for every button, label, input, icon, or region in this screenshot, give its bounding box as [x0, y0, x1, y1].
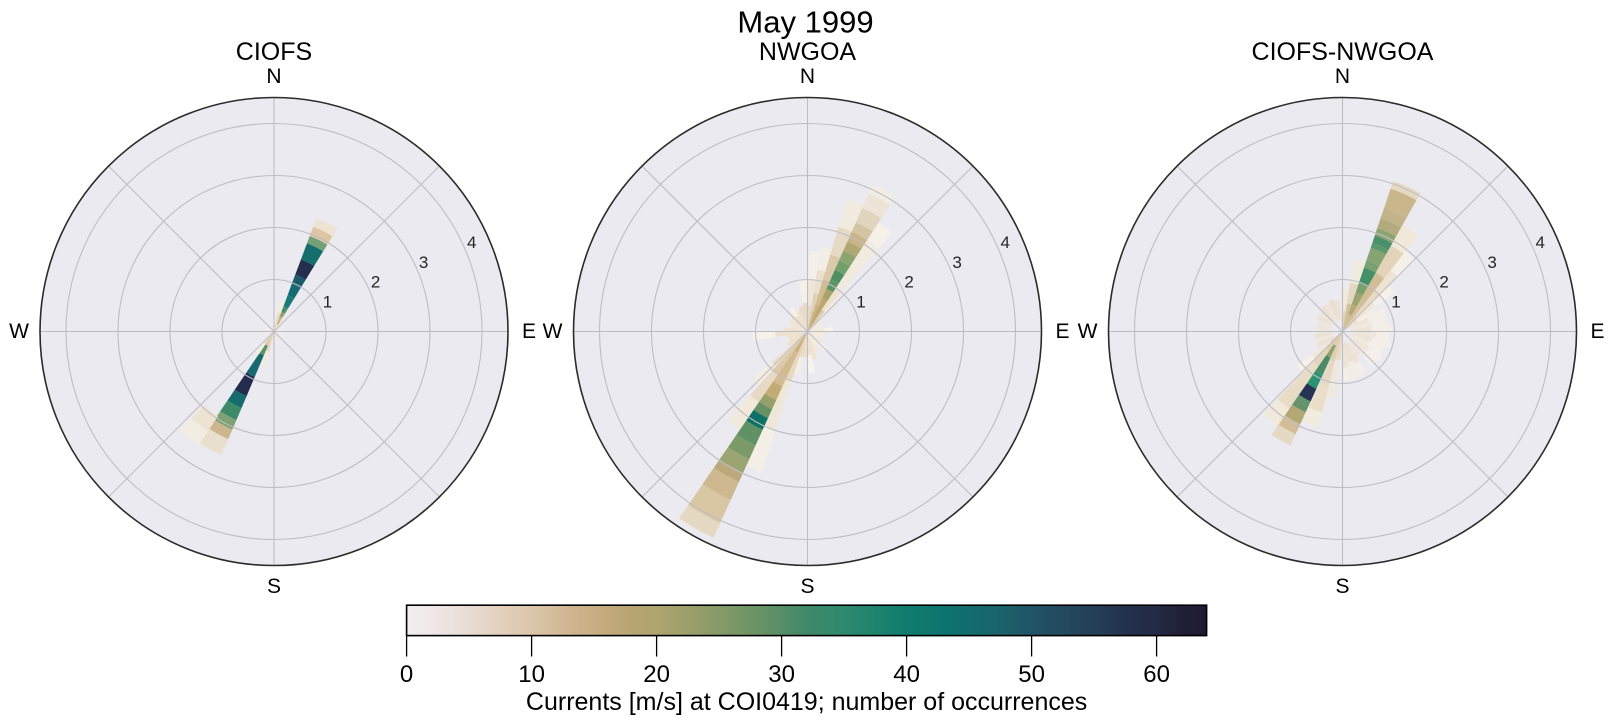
svg-text:3: 3 [1487, 253, 1496, 272]
svg-text:W: W [9, 320, 29, 343]
svg-text:40: 40 [893, 661, 920, 688]
svg-text:20: 20 [643, 661, 670, 688]
svg-text:2: 2 [904, 273, 913, 292]
svg-text:2: 2 [371, 273, 380, 292]
svg-text:W: W [1078, 320, 1098, 343]
svg-text:N: N [800, 65, 815, 88]
svg-text:10: 10 [518, 661, 545, 688]
svg-text:S: S [1335, 575, 1349, 598]
svg-text:CIOFS-NWGOA: CIOFS-NWGOA [1252, 38, 1434, 66]
svg-text:30: 30 [768, 661, 795, 688]
svg-text:N: N [1335, 65, 1350, 88]
svg-text:4: 4 [1000, 233, 1009, 252]
svg-text:E: E [1590, 320, 1604, 343]
svg-text:S: S [800, 575, 814, 598]
svg-text:E: E [1055, 320, 1069, 343]
svg-text:50: 50 [1018, 661, 1045, 688]
svg-text:2: 2 [1439, 273, 1448, 292]
svg-text:NWGOA: NWGOA [759, 38, 857, 66]
svg-text:4: 4 [467, 233, 476, 252]
svg-text:Currents [m/s] at COI0419; num: Currents [m/s] at COI0419; number of occ… [526, 688, 1087, 716]
svg-text:0: 0 [400, 661, 413, 688]
svg-text:CIOFS: CIOFS [236, 38, 312, 66]
svg-text:4: 4 [1535, 233, 1544, 252]
svg-text:1: 1 [856, 293, 865, 312]
svg-text:1: 1 [323, 293, 332, 312]
svg-text:1: 1 [1391, 293, 1400, 312]
svg-text:May 1999: May 1999 [737, 5, 873, 40]
svg-text:60: 60 [1143, 661, 1170, 688]
svg-text:3: 3 [952, 253, 961, 272]
svg-text:W: W [543, 320, 563, 343]
svg-text:E: E [522, 320, 536, 343]
svg-text:N: N [266, 65, 281, 88]
svg-text:3: 3 [419, 253, 428, 272]
svg-text:S: S [267, 575, 281, 598]
